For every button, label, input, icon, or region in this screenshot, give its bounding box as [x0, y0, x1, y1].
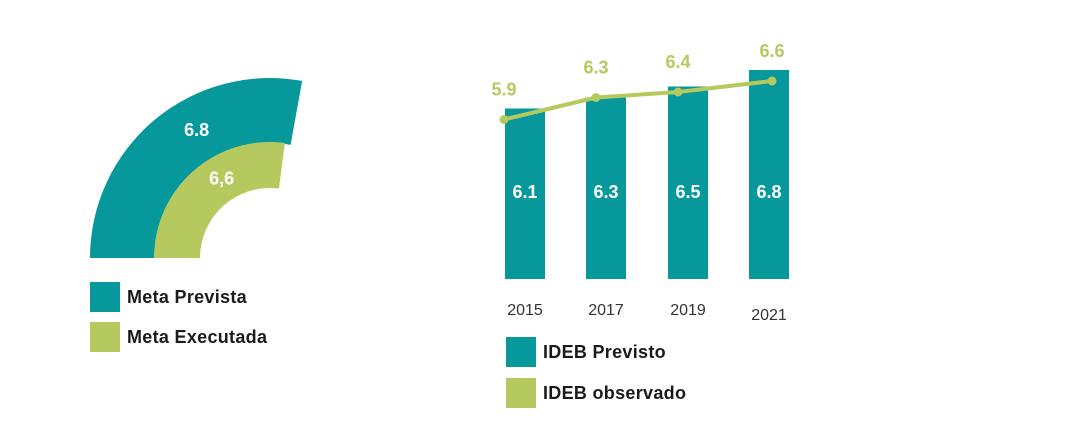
bar-2015: [505, 108, 545, 279]
legend-label: Meta Prevista: [127, 286, 247, 307]
bar-2021: [749, 70, 789, 279]
legend-label: IDEB observado: [543, 382, 687, 403]
x-tick-label: 2019: [670, 302, 706, 319]
line-value-label: 6.6: [759, 41, 784, 61]
bar-value-label: 6.8: [756, 182, 781, 202]
bar-value-label: 6.1: [512, 182, 537, 202]
line-value-label: 5.9: [491, 80, 516, 100]
gauge-arc-2: [154, 142, 285, 258]
line-point-2021: [767, 76, 777, 86]
bar-2017: [586, 97, 626, 279]
bar-value-label: 6.3: [593, 182, 618, 202]
legend-ideb-observado: IDEB observado: [506, 378, 686, 408]
x-tick-label: 2021: [751, 307, 787, 324]
bar-2019: [668, 86, 708, 279]
gauge-value-label: 6.8: [184, 120, 209, 140]
legend-swatch-teal: [506, 337, 536, 367]
x-tick-label: 2015: [507, 302, 543, 319]
legend-meta-executada: Meta Executada: [90, 322, 267, 352]
legend-swatch-green: [506, 378, 536, 408]
legend-ideb-previsto: IDEB Previsto: [506, 337, 666, 367]
bar-line-chart: 6.1 2015 6.3 2017 6.5 2019 6.8 2021 5.9 6.3 6.4 6.6: [491, 41, 789, 324]
line-ideb-observado: [503, 79, 773, 122]
legend-label: IDEB Previsto: [543, 341, 666, 362]
line-point-2015: [499, 115, 509, 124]
x-tick-label: 2017: [588, 302, 624, 319]
line-value-label: 6.4: [665, 52, 690, 72]
line-value-label: 6.3: [583, 58, 608, 78]
line-point-2017: [591, 93, 601, 102]
legend-label: Meta Executada: [127, 326, 268, 347]
bar-value-label: 6.5: [675, 182, 700, 202]
legend-meta-prevista: Meta Prevista: [90, 282, 247, 312]
legend-swatch-teal: [90, 282, 120, 312]
legend-swatch-green: [90, 322, 120, 352]
gauge-value-label: 6,6: [209, 169, 234, 189]
gauge-arc-1: [90, 78, 303, 258]
gauge-chart: 6.8 6,6: [90, 78, 303, 258]
line-point-2019: [673, 87, 683, 97]
